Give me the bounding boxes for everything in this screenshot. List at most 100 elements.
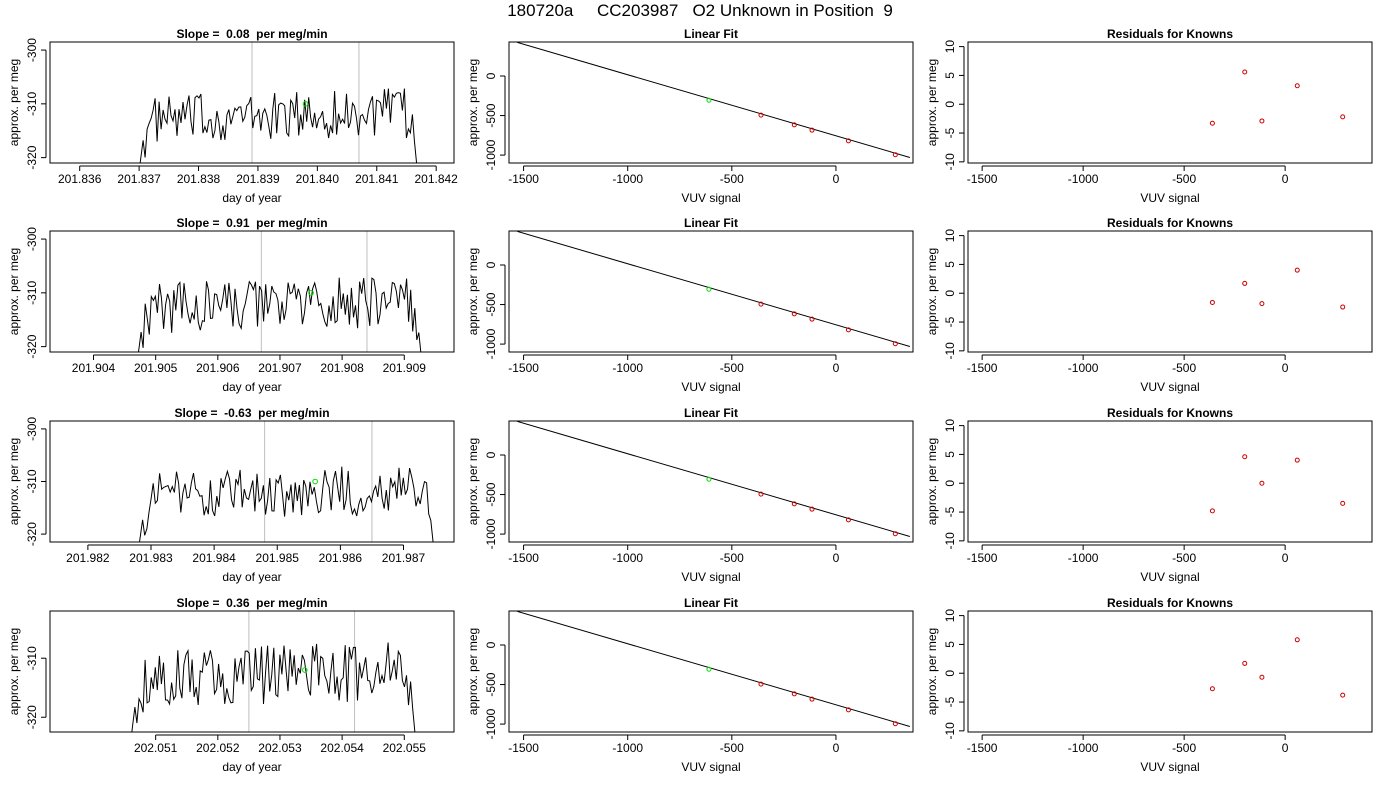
y-tick-label: 0	[943, 290, 957, 297]
y-tick-label: 10	[943, 609, 957, 623]
x-tick-label: 201.838	[177, 172, 221, 186]
panel-3: -1500 -1000 -500 0 VUV signal -10 -5 0 5 10 approx…	[925, 27, 1373, 205]
x-tick-label: 201.841	[355, 172, 399, 186]
plot-frame	[49, 610, 455, 733]
plot-data	[1209, 637, 1346, 698]
panel-title: Slope = 0.36 per meg/min	[176, 596, 327, 610]
fit-line	[517, 611, 911, 727]
y-tick-label: -1000	[484, 708, 498, 739]
x-axis-label: VUV signal	[681, 380, 740, 394]
plot-frame	[508, 230, 914, 353]
x-tick-label: -500	[720, 741, 744, 755]
known-point	[809, 127, 815, 133]
y-axis-label: approx. per meg	[7, 248, 21, 335]
y-axis-label: approx. per meg	[7, 59, 21, 146]
y-tick-label: 5	[943, 72, 957, 79]
unknown-point	[302, 101, 309, 107]
panel-11: -1500 -1000 -500 0 VUV signal -1000 -500 0 appro…	[466, 596, 914, 774]
y-tick-label: -1000	[484, 328, 498, 359]
panel-title: Residuals for Knowns	[1107, 596, 1233, 610]
y-tick-label: -1000	[484, 518, 498, 549]
y-tick-label: -5	[943, 316, 957, 327]
y-tick-label: -5	[943, 127, 957, 138]
y-axis-label: approx. per meg	[925, 248, 939, 335]
y-tick-label: -5	[943, 696, 957, 707]
y-tick-label: -10	[943, 153, 957, 171]
x-tick-label: -1000	[612, 741, 643, 755]
y-tick-label: 0	[484, 451, 498, 458]
known-point	[809, 316, 815, 322]
y-tick-label: -10	[943, 532, 957, 550]
known-point	[758, 681, 764, 687]
x-tick-label: 201.986	[319, 551, 363, 565]
time-series-line	[137, 277, 422, 352]
residual-point	[1294, 83, 1300, 89]
y-tick-label: 0	[484, 641, 498, 648]
x-axis-label: VUV signal	[681, 191, 740, 205]
known-point	[809, 506, 815, 512]
x-axis-label: VUV signal	[1140, 760, 1199, 774]
x-tick-label: -1000	[612, 172, 643, 186]
x-tick-label: 0	[1282, 361, 1289, 375]
plot-frame	[49, 230, 455, 353]
y-axis-label: approx. per meg	[466, 628, 480, 715]
plot-data	[137, 231, 422, 352]
x-axis-label: VUV signal	[681, 760, 740, 774]
fit-line	[517, 42, 911, 158]
x-tick-label: 0	[1282, 551, 1289, 565]
x-tick-label: 202.054	[320, 741, 364, 755]
x-tick-label: -500	[1172, 551, 1196, 565]
y-tick-label: 5	[943, 451, 957, 458]
panel-title: Slope = -0.63 per meg/min	[174, 406, 329, 420]
y-tick-label: 0	[484, 261, 498, 268]
x-tick-label: -1500	[508, 741, 539, 755]
residual-point	[1242, 660, 1248, 666]
known-point	[892, 531, 898, 537]
x-tick-label: 201.836	[58, 172, 102, 186]
x-tick-label: -500	[1172, 172, 1196, 186]
plot-data	[131, 611, 416, 732]
x-tick-label: 202.052	[196, 741, 240, 755]
known-point	[758, 112, 764, 118]
fit-line	[517, 421, 911, 537]
y-tick-label: 10	[943, 40, 957, 54]
residual-point	[1294, 457, 1300, 463]
x-axis-label: day of year	[222, 760, 281, 774]
panel-title: Residuals for Knowns	[1107, 216, 1233, 230]
unknown-point	[312, 478, 318, 485]
plot-frame	[508, 420, 914, 543]
x-axis-label: day of year	[222, 570, 281, 584]
y-axis-label: approx. per meg	[466, 438, 480, 525]
residual-point	[1259, 118, 1265, 124]
plot-frame	[508, 41, 914, 164]
plot-frame	[508, 610, 914, 733]
y-tick-label: -10	[943, 342, 957, 360]
x-tick-label: -1000	[612, 551, 643, 565]
y-tick-label: -500	[484, 482, 498, 506]
x-axis-label: VUV signal	[1140, 191, 1199, 205]
residual-point	[1242, 454, 1248, 460]
y-tick-label: 5	[943, 641, 957, 648]
x-tick-label: 202.055	[383, 741, 427, 755]
panel-5: -1500 -1000 -500 0 VUV signal -1000 -500 0 appro…	[466, 216, 914, 394]
x-tick-label: 201.905	[134, 361, 178, 375]
x-tick-label: 201.987	[382, 551, 426, 565]
residual-point	[1242, 280, 1248, 286]
plot-data	[517, 611, 911, 727]
known-point	[791, 122, 797, 128]
residual-point	[1259, 674, 1265, 680]
known-point	[809, 696, 815, 702]
x-axis-label: day of year	[222, 191, 281, 205]
y-tick-label: -500	[484, 103, 498, 127]
y-axis-label: approx. per meg	[466, 248, 480, 335]
x-tick-label: 201.839	[236, 172, 280, 186]
panel-2: -1500 -1000 -500 0 VUV signal -1000 -500 0 appro…	[466, 27, 914, 205]
x-tick-label: 201.909	[383, 361, 427, 375]
x-tick-label: -1500	[967, 551, 998, 565]
y-tick-label: -300	[25, 417, 39, 441]
x-tick-label: -500	[720, 551, 744, 565]
x-tick-label: 0	[833, 741, 840, 755]
x-tick-label: 202.053	[258, 741, 302, 755]
x-tick-label: 201.904	[72, 361, 116, 375]
plot-data	[517, 231, 911, 347]
